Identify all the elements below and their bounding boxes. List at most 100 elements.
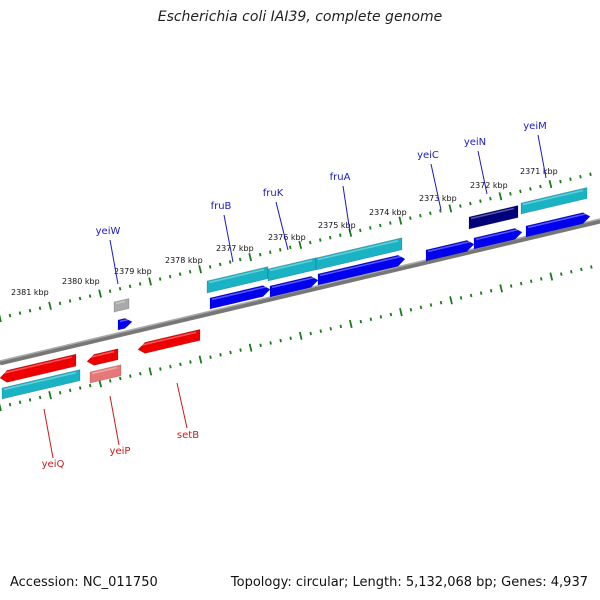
minor-tick — [18, 400, 22, 405]
minor-tick — [529, 187, 532, 191]
gene-label-yeiM: yeiM — [523, 121, 546, 132]
gene-label-setB: setB — [177, 430, 199, 441]
minor-tick — [439, 209, 442, 213]
kbp-label: 2371 kbp — [520, 167, 558, 176]
kbp-label: 2375 kbp — [318, 221, 356, 230]
major-tick — [548, 179, 553, 189]
minor-tick — [289, 336, 292, 340]
gene-fruA — [317, 254, 406, 286]
minor-tick — [479, 199, 482, 203]
minor-tick — [479, 291, 483, 295]
minor-tick — [439, 300, 443, 305]
minor-tick — [359, 319, 363, 324]
minor-tick — [519, 189, 522, 194]
major-tick — [148, 367, 153, 376]
gene-yeiN — [473, 228, 523, 250]
minor-tick — [179, 362, 182, 367]
gene-label-yeiQ: yeiQ — [42, 459, 65, 470]
kbp-label: 2372 kbp — [470, 181, 508, 190]
gene-yeiQ-cds — [1, 369, 81, 400]
minor-tick — [570, 270, 573, 274]
major-tick — [48, 391, 52, 400]
minor-tick — [319, 329, 322, 333]
map-title: Escherichia coli IAI39, complete genome — [157, 9, 443, 25]
minor-tick — [78, 296, 82, 301]
minor-tick — [119, 376, 122, 381]
gene-yeiC — [425, 240, 475, 262]
minor-tick — [429, 303, 433, 307]
gene-yeiW — [117, 318, 133, 331]
kbp-label: 2378 kbp — [165, 256, 203, 265]
minor-tick — [269, 341, 272, 345]
major-tick — [449, 296, 453, 305]
minor-tick — [58, 301, 62, 306]
kbp-label: 2377 kbp — [216, 244, 254, 253]
gene-features — [0, 187, 591, 400]
minor-tick — [159, 367, 162, 371]
minor-tick — [419, 213, 422, 218]
minor-tick — [308, 240, 312, 245]
minor-tick — [540, 277, 543, 281]
minor-tick — [329, 235, 332, 240]
upper-tick-track — [0, 172, 592, 323]
minor-tick — [178, 272, 182, 276]
label-leader-line — [109, 395, 120, 446]
label-leader-line — [223, 214, 234, 263]
minor-tick — [88, 383, 92, 388]
minor-tick — [259, 343, 262, 348]
minor-tick — [169, 364, 172, 369]
minor-tick — [88, 294, 92, 298]
gene-yeiQ — [0, 353, 77, 383]
major-tick — [499, 284, 503, 293]
gene-label-fruB: fruB — [211, 201, 232, 212]
major-tick — [349, 319, 353, 329]
gene-label-yeiN: yeiN — [464, 137, 486, 148]
minor-tick — [218, 262, 222, 267]
major-tick — [549, 272, 554, 281]
gene-highlight — [269, 259, 313, 272]
kbp-label: 2380 kbp — [62, 277, 100, 286]
minor-tick — [68, 388, 72, 393]
gene-highlight — [319, 255, 402, 277]
gene-highlight — [88, 350, 115, 359]
gene-yeiM-cds — [520, 187, 588, 215]
lower-tick-track — [0, 265, 593, 412]
gene-highlight — [91, 366, 118, 375]
minor-tick — [359, 228, 362, 233]
minor-tick — [138, 282, 142, 286]
gene-highlight — [427, 240, 471, 253]
minor-tick — [459, 296, 463, 300]
major-tick — [0, 403, 2, 412]
gene-fruA-cds — [315, 237, 403, 271]
minor-tick — [369, 226, 372, 230]
minor-tick — [489, 196, 492, 201]
minor-tick — [108, 289, 112, 293]
gene-yeiM — [525, 212, 591, 238]
minor-tick — [208, 265, 212, 269]
minor-tick — [239, 348, 242, 352]
major-tick — [198, 265, 202, 274]
genome-backbone — [0, 218, 600, 366]
label-leader-line — [342, 185, 351, 233]
minor-tick — [288, 245, 292, 250]
gene-label-yeiC: yeiC — [417, 150, 439, 161]
minor-tick — [569, 177, 572, 181]
gene-highlight — [522, 189, 584, 206]
gene-label-fruA: fruA — [330, 172, 351, 183]
minor-tick — [590, 265, 593, 269]
minor-tick — [238, 257, 242, 262]
kbp-label: 2376 kbp — [268, 233, 306, 242]
minor-tick — [78, 386, 82, 390]
minor-tick — [38, 306, 42, 311]
minor-tick — [188, 269, 192, 274]
minor-tick — [409, 216, 412, 220]
gene-label-fruK: fruK — [263, 188, 284, 199]
gene-labels: yeiW fruB fruK fruA yeiC yeiN yeiM yeiQ yeiP setB — [42, 121, 547, 470]
minor-tick — [68, 299, 72, 303]
minor-tick — [469, 293, 473, 298]
major-tick — [248, 253, 253, 262]
label-leader-line — [477, 150, 488, 195]
minor-tick — [189, 360, 192, 364]
minor-tick — [129, 374, 132, 378]
minor-tick — [158, 277, 162, 281]
